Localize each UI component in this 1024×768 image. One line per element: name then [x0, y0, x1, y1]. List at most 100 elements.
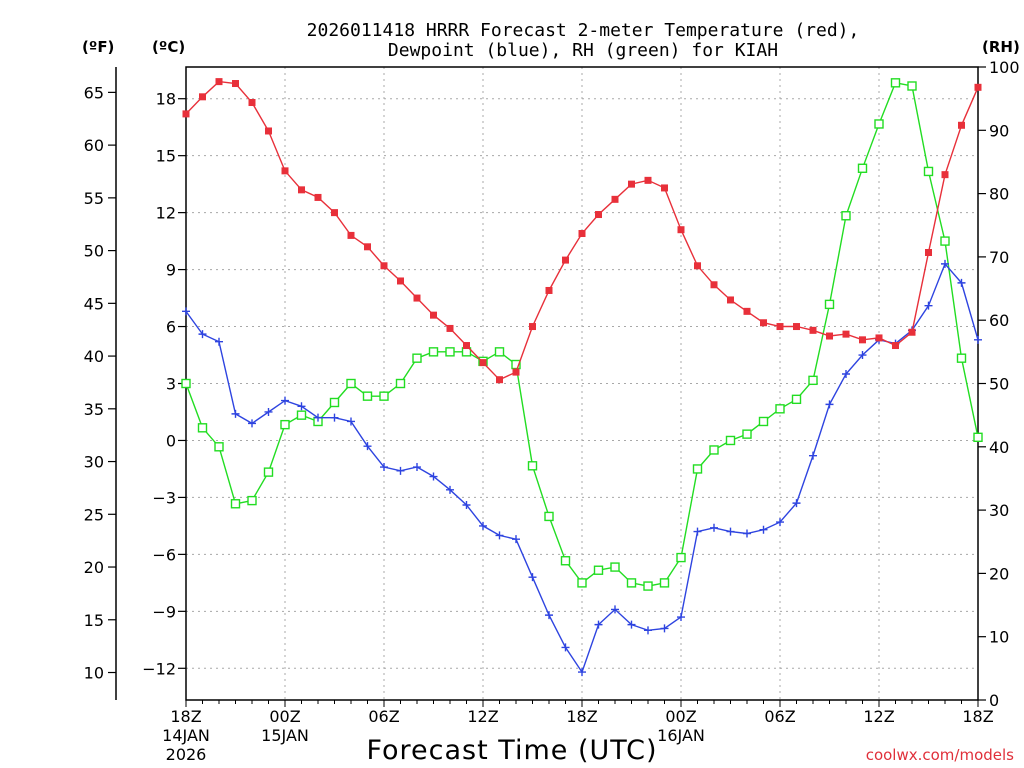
temperature-point	[941, 171, 949, 179]
celsius-axis: 18 15 12 9 6 3 0 −3 −6 −9 −12	[142, 90, 186, 678]
dewpoint-point	[396, 466, 405, 475]
rh-point	[181, 378, 191, 389]
temperature-point	[793, 323, 800, 331]
rh-point	[725, 435, 736, 446]
dewpoint-point	[809, 451, 817, 460]
rh-tick-label: 90	[989, 121, 1009, 140]
temperature-point	[314, 193, 322, 201]
rh-point	[362, 391, 373, 401]
celsius-tick-label: 0	[166, 431, 176, 450]
credit-text: coolwx.com/models	[866, 746, 1014, 764]
time-tick-year: 2026	[166, 745, 207, 764]
dewpoint-point	[281, 396, 289, 405]
temperature-point	[628, 180, 635, 188]
celsius-tick-label: 6	[166, 318, 176, 337]
rh-point	[643, 581, 653, 591]
rh-point	[593, 565, 604, 575]
time-tick-label: 18Z	[170, 707, 201, 726]
temperature-point	[463, 342, 470, 350]
fahrenheit-tick-label: 50	[84, 242, 104, 261]
rh-point	[857, 163, 868, 173]
fahrenheit-tick-label: 65	[84, 83, 104, 102]
rh-point	[626, 578, 637, 588]
time-tick-label: 06Z	[764, 707, 795, 726]
rh-point	[329, 397, 340, 408]
rh-point	[808, 375, 818, 386]
dewpoint-point	[825, 400, 834, 409]
temperature-point	[248, 99, 256, 107]
temperature-point	[281, 167, 289, 175]
dewpoint-point	[710, 523, 718, 532]
temperature-point	[331, 209, 338, 217]
temperature-point	[727, 296, 734, 304]
time-tick-date: 14JAN	[162, 726, 210, 745]
rh-tick-label: 10	[989, 628, 1009, 647]
fahrenheit-tick-label: 20	[84, 558, 104, 577]
temperature-point	[809, 326, 817, 334]
dewpoint-point	[215, 337, 223, 346]
temperature-point	[644, 176, 652, 184]
temperature-point	[826, 332, 833, 340]
rh-tick-label: 100	[989, 58, 1020, 77]
rh-tick-label: 40	[989, 438, 1009, 457]
time-tick-label: 06Z	[368, 707, 399, 726]
temperature-point	[265, 127, 272, 135]
dewpoint-point	[759, 525, 768, 534]
time-tick-label: 12Z	[863, 707, 894, 726]
series-1	[182, 259, 982, 677]
fahrenheit-tick-label: 60	[84, 136, 104, 155]
dewpoint-point	[941, 259, 949, 268]
rh-point	[758, 416, 769, 427]
dewpoint-point	[594, 620, 603, 629]
rh-point	[428, 347, 439, 357]
temperature-point	[958, 121, 965, 129]
dewpoint-point	[660, 624, 669, 633]
celsius-tick-label: 9	[166, 261, 176, 280]
temperature-point	[661, 184, 668, 192]
dewpoint-point	[182, 307, 190, 316]
rh-point	[511, 359, 521, 370]
rh-point	[197, 423, 208, 433]
time-tick-label: 00Z	[665, 707, 696, 726]
rh-point	[676, 552, 686, 563]
dewpoint-point	[924, 301, 933, 310]
rh-tick-label: 0	[989, 691, 999, 710]
rh-point	[296, 410, 307, 420]
temperature-point	[859, 336, 866, 344]
celsius-tick-label: −12	[142, 659, 176, 678]
rh-point	[527, 461, 538, 471]
time-tick-date: 15JAN	[261, 726, 309, 745]
temperature-point	[364, 243, 371, 251]
dewpoint-point	[363, 442, 372, 451]
fahrenheit-tick-label: 40	[84, 347, 104, 366]
celsius-tick-label: −3	[152, 488, 176, 507]
fahrenheit-axis: 65 60 55 50 45 40 35 30 25 20 15 10	[84, 83, 116, 683]
rh-point	[907, 81, 917, 91]
rh-point	[412, 353, 422, 363]
rh-point	[709, 445, 719, 455]
dewpoint-point	[677, 613, 685, 622]
temperature-point	[595, 211, 602, 219]
dewpoint-point	[512, 535, 520, 544]
dewpoint-point	[479, 521, 487, 530]
rh-point	[560, 556, 571, 566]
temperature-point	[446, 324, 454, 332]
rh-unit-label: (RH)	[982, 38, 1020, 56]
rh-point	[280, 419, 290, 430]
fahrenheit-tick-label: 10	[84, 664, 104, 683]
celsius-unit-label: (ºC)	[152, 38, 185, 56]
temperature-point	[562, 256, 569, 264]
dewpoint-point	[495, 531, 504, 540]
rh-point	[395, 378, 406, 389]
temperature-point	[611, 195, 619, 203]
dewpoint-point	[297, 402, 306, 411]
time-tick-label: 12Z	[467, 707, 498, 726]
rh-point	[379, 391, 389, 401]
dewpoint-point	[347, 417, 355, 426]
rh-tick-label: 70	[989, 248, 1009, 267]
temperature-point	[529, 323, 536, 331]
fahrenheit-unit-label: (ºF)	[82, 38, 114, 56]
temperature-point	[842, 330, 850, 338]
rh-point	[230, 499, 241, 509]
dewpoint-point	[611, 605, 619, 614]
